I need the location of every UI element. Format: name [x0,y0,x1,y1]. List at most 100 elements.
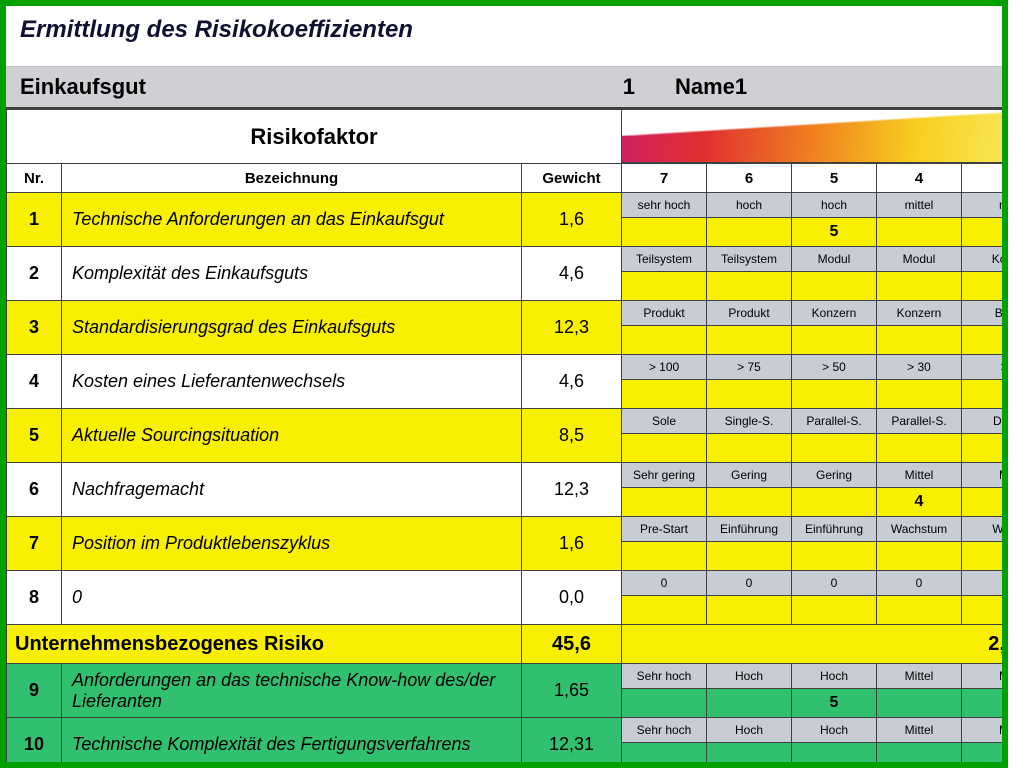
scale-cell[interactable]: > 75 [707,355,792,409]
scale-value[interactable] [622,743,706,762]
scale-value[interactable] [962,689,1002,717]
scale-cell[interactable]: Dou [962,409,1003,463]
scale-value[interactable] [707,596,791,624]
scale-cell[interactable]: sehr hoch [622,193,707,247]
scale-cell[interactable]: M [962,664,1003,718]
scale-cell[interactable]: M [962,718,1003,763]
scale-cell[interactable]: Wachstum [877,517,962,571]
scale-cell[interactable]: Teilsystem [622,247,707,301]
scale-value[interactable] [877,326,961,354]
scale-cell[interactable]: > 100 [622,355,707,409]
scale-value[interactable] [622,218,706,246]
scale-value[interactable] [962,272,1002,300]
scale-value[interactable] [792,326,876,354]
scale-value[interactable] [707,434,791,462]
scale-value[interactable] [707,542,791,570]
scale-value[interactable] [622,326,706,354]
scale-value[interactable] [877,596,961,624]
scale-cell[interactable]: Hoch5 [792,664,877,718]
scale-cell[interactable]: > [962,355,1003,409]
scale-value[interactable] [707,743,791,762]
scale-value[interactable] [792,434,876,462]
scale-value[interactable] [622,689,706,717]
scale-cell[interactable]: Hoch [792,718,877,763]
scale-value[interactable] [792,488,876,516]
scale-value[interactable] [877,434,961,462]
scale-cell[interactable]: hoch [707,193,792,247]
scale-value[interactable] [962,326,1002,354]
scale-value[interactable] [962,488,1002,516]
scale-value[interactable]: 4 [877,488,961,516]
scale-value[interactable] [622,596,706,624]
scale-value[interactable] [877,743,961,762]
scale-cell[interactable]: Mittel [877,718,962,763]
scale-value[interactable] [792,380,876,408]
scale-cell[interactable]: Bra [962,301,1003,355]
scale-cell[interactable]: Wac [962,517,1003,571]
scale-cell[interactable]: Sole [622,409,707,463]
scale-cell[interactable]: Teilsystem [707,247,792,301]
scale-value[interactable] [622,380,706,408]
scale-value[interactable]: 5 [792,218,876,246]
scale-cell[interactable]: Kom [962,247,1003,301]
scale-cell[interactable]: Parallel-S. [792,409,877,463]
scale-value[interactable] [707,380,791,408]
scale-value[interactable] [622,488,706,516]
scale-cell[interactable]: Mittel4 [877,463,962,517]
scale-cell[interactable]: Sehr hoch [622,718,707,763]
scale-value[interactable] [962,542,1002,570]
scale-value[interactable] [877,218,961,246]
scale-value[interactable] [792,596,876,624]
scale-cell[interactable]: Parallel-S. [877,409,962,463]
scale-value[interactable] [622,434,706,462]
scale-cell[interactable]: Modul [877,247,962,301]
scale-cell[interactable]: 0 [792,571,877,625]
scale-cell[interactable]: > 50 [792,355,877,409]
scale-cell[interactable]: Gering [707,463,792,517]
scale-cell[interactable]: Pre-Start [622,517,707,571]
scale-value[interactable] [962,743,1002,762]
scale-cell[interactable]: m [962,193,1003,247]
scale-cell[interactable]: Produkt [622,301,707,355]
scale-cell[interactable]: Modul [792,247,877,301]
scale-cell[interactable]: M [962,463,1003,517]
scale-value[interactable] [707,218,791,246]
scale-cell[interactable]: Mittel [877,664,962,718]
scale-value[interactable] [792,743,876,762]
scale-cell[interactable]: Konzern [792,301,877,355]
scale-value[interactable] [962,434,1002,462]
scale-value[interactable] [962,218,1002,246]
scale-value[interactable]: 5 [792,689,876,717]
scale-value[interactable] [877,542,961,570]
scale-value[interactable] [707,326,791,354]
scale-value[interactable] [707,689,791,717]
scale-cell[interactable] [962,571,1003,625]
scale-value[interactable] [622,542,706,570]
scale-cell[interactable]: Hoch [707,664,792,718]
scale-value[interactable] [792,272,876,300]
scale-cell[interactable]: Sehr gering [622,463,707,517]
scale-cell[interactable]: hoch5 [792,193,877,247]
scale-value[interactable] [962,596,1002,624]
scale-value[interactable] [707,488,791,516]
scale-cell[interactable]: Einführung [792,517,877,571]
scale-cell[interactable]: 0 [707,571,792,625]
scale-cell[interactable]: > 30 [877,355,962,409]
scale-value[interactable] [707,272,791,300]
scale-cell[interactable]: Einführung [707,517,792,571]
scale-cell[interactable]: Produkt [707,301,792,355]
scale-cell[interactable]: Sehr hoch [622,664,707,718]
scale-cell[interactable]: Gering [792,463,877,517]
scale-value[interactable] [877,272,961,300]
scale-value[interactable] [962,380,1002,408]
scale-value[interactable] [792,542,876,570]
scale-cell[interactable]: mittel [877,193,962,247]
scale-cell[interactable]: 0 [622,571,707,625]
scale-value[interactable] [877,689,961,717]
scale-cell[interactable]: Single-S. [707,409,792,463]
scale-cell[interactable]: Hoch [707,718,792,763]
scale-cell[interactable]: 0 [877,571,962,625]
scale-cell[interactable]: Konzern [877,301,962,355]
scale-value[interactable] [622,272,706,300]
scale-value[interactable] [877,380,961,408]
